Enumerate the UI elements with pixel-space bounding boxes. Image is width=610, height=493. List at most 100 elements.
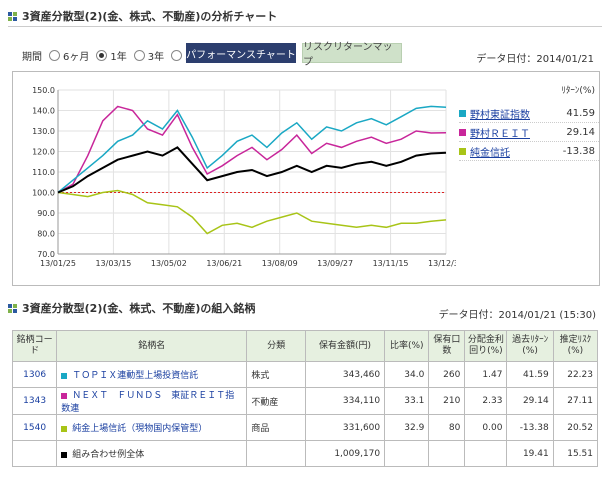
x-tick-label: 13/01/25 [40,259,76,268]
y-tick-label: 80.0 [37,230,55,239]
legend-item[interactable]: 野村東証指数 41.59 [459,104,599,123]
x-tick-label: 13/05/02 [151,259,187,268]
col-ratio: 比率(%) [384,330,430,362]
amount-cell: 343,460 [304,361,386,388]
stock-code-link[interactable]: 1306 [11,361,58,388]
col-name: 銘柄名 [56,330,248,362]
table-row: 1343 ＮＥＸＴ ＦＵＮＤＳ 東証ＲＥＩＴ指数連 不動産 334,110 33.1 21… [11,387,599,415]
period-radio-1y[interactable] [96,50,108,61]
empty-cell [384,440,430,467]
legend-item[interactable]: 野村ＲＥＩＴ 29.14 [459,123,599,142]
stock-name-link[interactable]: ＴＯＰＩＸ連動型上場投資信託 [72,371,199,381]
chart-section-title: 3資産分散型(2)(金、株式、不動産)の分析チャート [8,8,277,24]
col-category: 分類 [246,330,306,362]
legend-link[interactable]: 野村ＲＥＩＴ [470,128,530,140]
y-tick-label: 100.0 [32,189,55,198]
chart-data-date: データ日付：2014/01/21 [476,54,594,65]
return-cell: 29.14 [506,387,554,415]
y-tick-label: 120.0 [32,148,55,157]
y-tick-label: 90.0 [37,209,55,218]
table-total-row: 組み合わせ例全体 1,009,170 19.41 15.51 [11,440,599,467]
tab-performance-chart[interactable]: パフォーマンスチャート [186,43,296,63]
table-header-row: 銘柄コード 銘柄名 分類 保有金額(円) 比率(%) 保有口数 分配金利回り(%… [11,330,599,362]
ratio-cell: 34.0 [384,361,430,388]
holdings-data-date: データ日付：2014/01/21 (15:30) [438,310,596,321]
legend-swatch [459,128,466,136]
category-cell: 不動産 [246,387,306,415]
empty-cell [428,440,466,467]
col-units: 保有口数 [428,330,466,362]
legend-item[interactable]: 純金信託 -13.38 [459,142,599,161]
stock-code-link[interactable]: 1540 [11,414,58,441]
stock-code-link[interactable]: 1343 [11,387,58,415]
amount-cell: 331,600 [304,414,386,441]
stock-name-cell: ＮＥＸＴ ＦＵＮＤＳ 東証ＲＥＩＴ指数連 [56,387,248,415]
period-radio-5y[interactable] [171,50,183,61]
y-tick-label: 150.0 [32,86,55,95]
stock-name-cell: 純金上場信託（現物国内保管型） [56,414,248,441]
x-tick-label: 13/08/09 [262,259,298,268]
empty-cell [246,440,306,467]
legend-link[interactable]: 野村東証指数 [470,109,530,121]
chart-frame [12,71,600,286]
holdings-section-title: 3資産分散型(2)(金、株式、不動産)の組入銘柄 [8,300,255,316]
series-line [57,105,447,194]
category-cell: 商品 [246,414,306,441]
total-name-cell: 組み合わせ例全体 [56,440,248,467]
fund-color-swatch [61,392,68,399]
x-tick-label: 13/11/15 [373,259,409,268]
empty-cell [464,440,508,467]
divider [8,26,602,27]
table-row: 1540 純金上場信託（現物国内保管型） 商品 331,600 32.9 80 0.00 -1… [11,414,599,441]
period-radio-3y[interactable] [133,50,145,61]
stock-name-link[interactable]: ＮＥＸＴ ＦＵＮＤＳ 東証ＲＥＩＴ指数連 [61,391,235,414]
series-line [57,146,447,194]
units-cell: 260 [428,361,466,388]
section-bullet-icon [8,303,17,313]
legend-header: ﾘﾀｰﾝ(%) [561,86,595,96]
legend-value: -13.38 [562,145,595,157]
y-tick-label: 140.0 [32,107,55,116]
stock-name-link[interactable]: 純金上場信託（現物国内保管型） [72,424,208,434]
period-selector: 期間 6ヶ月 1年 3年 5年 [22,48,202,63]
col-code: 銘柄コード [11,330,58,362]
period-radio-6m[interactable] [49,50,60,61]
col-yield: 分配金利回り(%) [464,330,508,362]
return-cell: -13.38 [506,414,554,441]
legend-swatch [459,109,466,117]
ratio-cell: 32.9 [384,414,430,441]
x-tick-label: 13/06/21 [206,259,242,268]
section-bullet-icon [8,11,17,21]
ratio-cell: 33.1 [384,387,430,415]
empty-cell [11,440,58,467]
period-label: 期間 [22,52,42,63]
total-name: 組み合わせ例全体 [72,450,145,460]
return-cell: 41.59 [506,361,554,388]
tab-risk-return-map[interactable]: リスクリターンマップ [302,42,402,68]
y-tick-label: 130.0 [32,127,55,136]
x-tick-label: 13/09/27 [317,259,353,268]
performance-chart: 70.0 80.0 90.0 100.0 110.0 120.0 130.0 140.0 150… [32,86,456,268]
risk-cell: 27.11 [552,387,599,415]
series-line [57,189,447,235]
legend-link[interactable]: 純金信託 [470,147,510,159]
units-cell: 80 [428,414,466,441]
chart-legend: ﾘﾀｰﾝ(%) 野村東証指数 41.59 野村ＲＥＩＴ 29.14 純金信託 -13.38 [459,83,599,161]
risk-cell: 20.52 [552,414,599,441]
legend-swatch [459,147,466,155]
col-return: 過去ﾘﾀｰﾝ(%) [506,330,554,362]
total-return-cell: 19.41 [506,440,554,467]
y-tick-label: 110.0 [32,168,55,177]
yield-cell: 2.33 [464,387,508,415]
col-risk: 推定ﾘｽｸ(%) [552,330,599,362]
stock-name-cell: ＴＯＰＩＸ連動型上場投資信託 [56,361,248,388]
risk-cell: 22.23 [552,361,599,388]
table-row: 1306 ＴＯＰＩＸ連動型上場投資信託 株式 343,460 34.0 260 1.47 41… [11,361,599,388]
x-tick-label: 13/03/15 [95,259,131,268]
total-risk-cell: 15.51 [552,440,599,467]
units-cell: 210 [428,387,466,415]
legend-value: 29.14 [566,126,595,138]
fund-color-swatch [61,425,68,432]
total-color-swatch [61,451,68,458]
category-cell: 株式 [246,361,306,388]
